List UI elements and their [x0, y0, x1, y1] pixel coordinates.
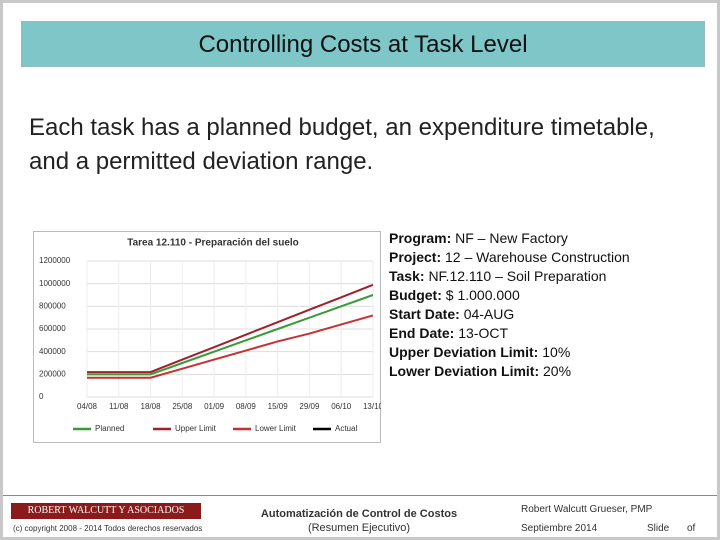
slide-label: Slide	[647, 523, 670, 534]
x-tick-label: 06/10	[331, 402, 352, 411]
x-tick-label: 01/09	[204, 402, 225, 411]
chart-title: Tarea 12.110 - Preparación del suelo	[127, 238, 299, 249]
detail-value: 10%	[542, 344, 571, 360]
body-text: Each task has a planned budget, an expen…	[29, 114, 655, 175]
y-tick-label: 200000	[39, 369, 66, 378]
course-subtitle: (Resumen Ejecutivo)	[307, 522, 411, 534]
x-tick-label: 25/08	[172, 402, 193, 411]
detail-label: Upper Deviation Limit:	[389, 344, 539, 360]
detail-value: $ 1.000.000	[445, 287, 520, 303]
detail-row: Project: 12 – Warehouse Construction	[389, 248, 630, 267]
detail-label: Start Date:	[389, 306, 460, 322]
copyright: (c) copyright 2008 - 2014 Todos derechos…	[13, 524, 203, 533]
detail-row: Lower Deviation Limit: 20%	[389, 362, 630, 381]
detail-label: Program:	[389, 230, 452, 246]
detail-row: Task: NF.12.110 – Soil Preparation	[389, 267, 630, 286]
detail-row: Start Date: 04-AUG	[389, 305, 630, 324]
legend-label: Planned	[95, 424, 124, 433]
detail-value: 20%	[543, 363, 572, 379]
detail-value: 13-OCT	[458, 325, 509, 341]
detail-label: Budget:	[389, 287, 442, 303]
detail-row: End Date: 13-OCT	[389, 324, 630, 343]
x-tick-label: 18/08	[141, 402, 162, 411]
course: Automatización de Control de Costos	[260, 508, 458, 520]
series-line	[87, 283, 374, 374]
series-line	[87, 294, 374, 376]
company: ROBERT WALCUTT Y ASOCIADOS	[11, 503, 201, 519]
detail-label: Project:	[389, 249, 442, 265]
detail-value: 12 – Warehouse Construction	[445, 249, 630, 265]
detail-label: End Date:	[389, 325, 455, 341]
x-tick-label: 15/09	[268, 402, 289, 411]
details: Program: NF – New Factory Project: 12 – W…	[389, 229, 630, 381]
y-tick-label: 600000	[39, 324, 66, 333]
chart: Tarea 12.110 - Preparación del suelo 0 20…	[33, 231, 381, 443]
y-tick-label: 1000000	[39, 279, 71, 288]
slide-title: Controlling Costs at Task Level	[21, 21, 705, 67]
detail-value: NF.12.110 – Soil Preparation	[428, 268, 607, 284]
detail-value: NF – New Factory	[455, 230, 568, 246]
of-label: of	[687, 523, 696, 534]
date: Septiembre 2014	[521, 523, 598, 534]
author: Robert Walcutt Grueser, PMP	[521, 504, 653, 515]
detail-label: Task:	[389, 268, 425, 284]
detail-label: Lower Deviation Limit:	[389, 363, 540, 379]
y-tick-label: 800000	[39, 301, 66, 310]
x-tick-label: 13/10	[363, 402, 381, 411]
y-tick-label: 400000	[39, 347, 66, 356]
footer: ROBERT WALCUTT Y ASOCIADOS (c) copyright…	[3, 495, 717, 537]
x-tick-label: 29/09	[299, 402, 320, 411]
detail-row: Budget: $ 1.000.000	[389, 286, 630, 305]
x-tick-label: 11/08	[109, 402, 129, 411]
legend-label: Lower Limit	[255, 424, 297, 433]
legend-label: Actual	[335, 424, 357, 433]
x-tick-label: 04/08	[77, 402, 98, 411]
detail-row: Program: NF – New Factory	[389, 229, 630, 248]
series-line	[87, 314, 374, 379]
y-tick-label: 0	[39, 392, 44, 401]
detail-row: Upper Deviation Limit: 10%	[389, 343, 630, 362]
chart-frame	[33, 231, 381, 443]
x-tick-label: 08/09	[236, 402, 257, 411]
legend-label: Upper Limit	[175, 424, 217, 433]
detail-value: 04-AUG	[463, 306, 515, 322]
y-tick-label: 1200000	[39, 256, 71, 265]
